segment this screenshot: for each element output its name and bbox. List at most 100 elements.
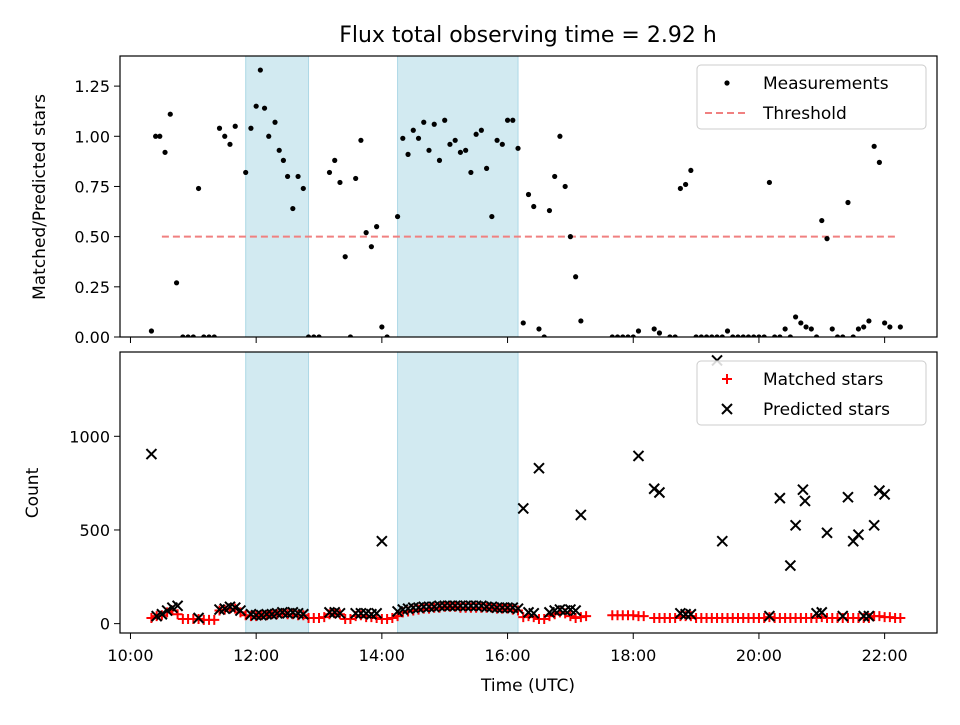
data-point <box>677 185 683 192</box>
data-point <box>546 207 553 214</box>
data-point <box>797 483 809 496</box>
data-point <box>300 185 306 192</box>
data-point <box>342 254 348 260</box>
data-point <box>470 600 482 612</box>
data-point <box>438 600 451 612</box>
data-point <box>756 334 762 337</box>
data-point <box>614 334 621 337</box>
data-point <box>819 217 825 224</box>
data-point <box>415 135 422 141</box>
data-point <box>837 610 849 622</box>
data-point <box>845 199 851 206</box>
data-point <box>784 559 797 572</box>
data-point <box>552 173 558 180</box>
data-point <box>157 133 163 139</box>
data-point <box>878 488 891 501</box>
data-point <box>897 324 903 330</box>
data-point <box>609 334 615 337</box>
data-point <box>821 527 833 539</box>
data-point <box>799 495 811 507</box>
bottom-y-tick-label: 0 <box>100 615 110 634</box>
data-point <box>452 137 458 143</box>
data-point <box>789 519 802 531</box>
data-point <box>349 607 362 620</box>
data-point <box>463 147 469 153</box>
legend-label: Measurements <box>763 74 889 94</box>
data-point <box>536 326 542 332</box>
data-point <box>337 179 343 186</box>
bottom-shaded-interval-1 <box>397 352 519 633</box>
data-point <box>459 600 472 612</box>
data-point <box>698 334 704 337</box>
data-point <box>257 67 263 73</box>
data-point <box>379 324 385 330</box>
bottom-y-axis-label: Count <box>23 467 43 518</box>
data-point <box>653 486 666 499</box>
data-point <box>421 119 427 125</box>
bottom-plot-frame <box>119 351 938 634</box>
data-point <box>816 606 828 619</box>
data-point <box>370 607 383 620</box>
data-point <box>895 613 906 624</box>
data-point <box>512 602 524 615</box>
data-point <box>297 608 310 620</box>
bottom-shaded-interval-0 <box>245 352 310 633</box>
data-point <box>195 185 202 192</box>
data-point <box>525 191 532 198</box>
top-y-tick-label: 0.00 <box>74 328 110 347</box>
data-point <box>735 334 741 337</box>
data-point <box>180 334 186 337</box>
data-point <box>496 602 509 614</box>
data-point <box>410 127 416 133</box>
data-point <box>533 462 545 474</box>
chart-title: Flux total observing time = 2.92 h <box>339 23 717 48</box>
data-point <box>510 117 516 123</box>
data-point <box>243 169 249 176</box>
top-y-tick-label: 0.50 <box>74 228 110 247</box>
data-point <box>400 135 406 141</box>
bottom-panel: 0 500 1000 10:00 12:00 14:00 16:00 18:00 20:00 22… <box>69 351 938 665</box>
legend-label: Matched stars <box>763 370 883 390</box>
data-point <box>156 608 168 620</box>
data-point <box>539 613 550 624</box>
top-legend: Measurements Threshold <box>696 64 927 130</box>
data-point <box>153 133 159 139</box>
top-series-measurements <box>148 67 903 337</box>
top-y-tick-label: 1.00 <box>74 127 110 146</box>
data-point <box>206 334 212 337</box>
data-point <box>787 334 793 337</box>
top-shaded-interval-1 <box>397 56 519 337</box>
data-point <box>290 205 296 212</box>
data-point <box>761 334 767 337</box>
data-point <box>866 318 872 324</box>
data-point <box>716 535 728 547</box>
data-point <box>405 151 411 157</box>
data-point <box>774 492 786 504</box>
data-point <box>295 173 301 180</box>
bottom-legend: Matched stars Predicted stars <box>696 360 927 426</box>
data-point <box>326 169 333 176</box>
data-point <box>171 600 184 612</box>
legend-box <box>696 360 927 426</box>
data-point <box>803 324 809 330</box>
x-tick-label: 14:00 <box>359 646 405 665</box>
data-point <box>834 334 841 337</box>
data-point <box>782 326 788 332</box>
data-point <box>260 608 273 620</box>
data-point <box>374 224 380 230</box>
data-point <box>813 334 820 337</box>
data-point <box>763 610 776 622</box>
data-point <box>667 334 673 337</box>
data-point <box>491 602 503 614</box>
data-point <box>345 613 356 624</box>
data-point <box>672 334 678 337</box>
data-point <box>528 607 540 620</box>
data-point <box>567 234 573 240</box>
data-point <box>280 157 286 163</box>
data-point <box>222 133 228 139</box>
data-point <box>620 334 626 337</box>
bottom-y-tick-label: 500 <box>79 521 110 540</box>
data-point <box>253 103 259 109</box>
